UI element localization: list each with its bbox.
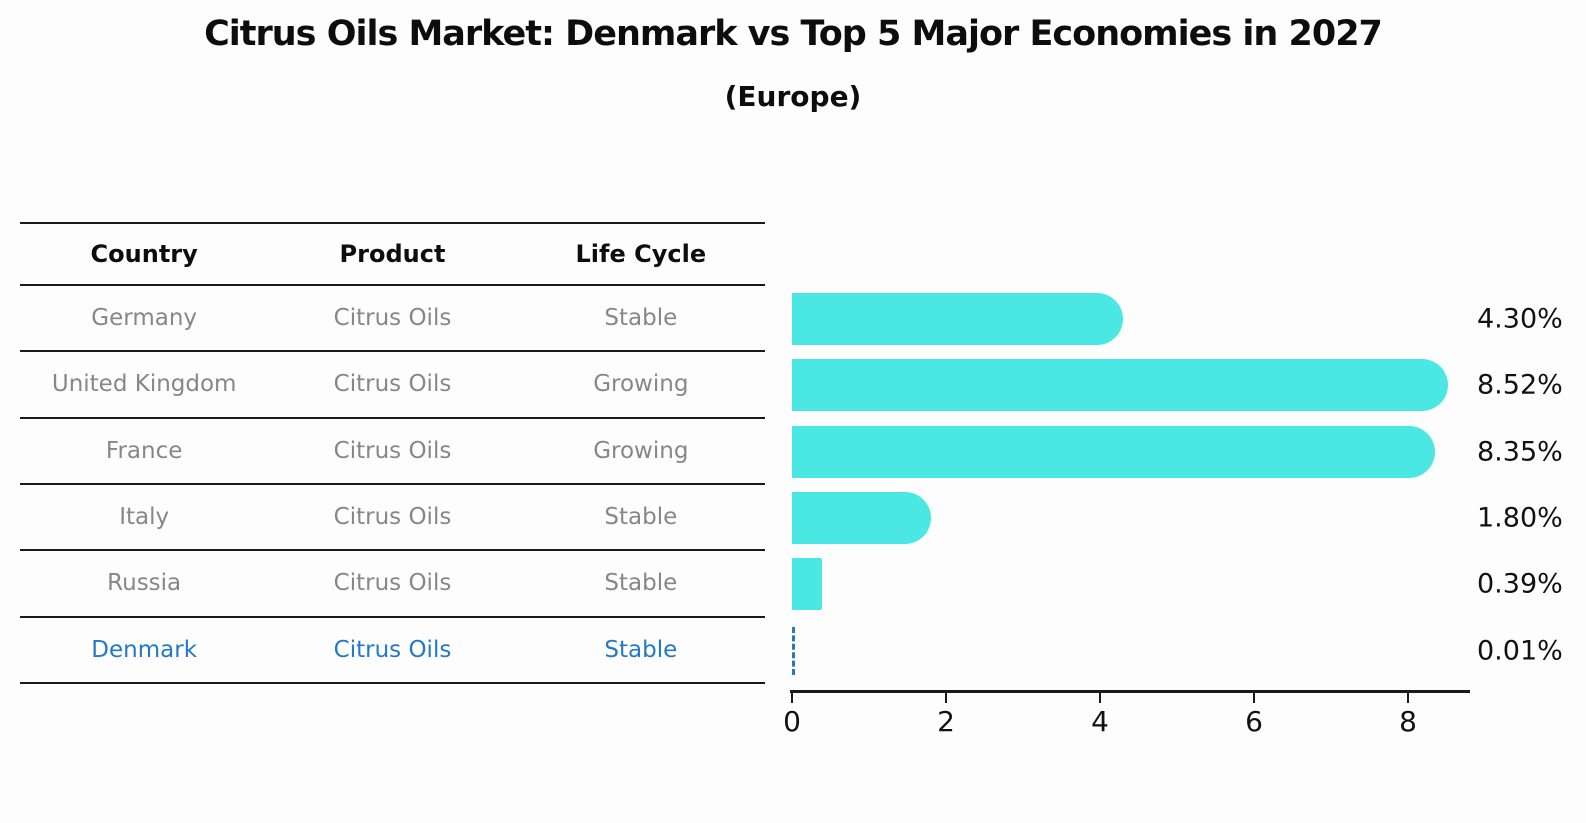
bar-row: 1.80% <box>792 485 1586 551</box>
market-share-bar <box>792 425 1435 478</box>
bar-value-label: 0.01% <box>1477 635 1563 667</box>
table-row: Italy Citrus Oils Stable <box>20 485 765 552</box>
table-row: Denmark Citrus Oils Stable <box>20 618 765 684</box>
x-axis-tick <box>1099 693 1101 703</box>
x-axis-tick-label: 0 <box>783 705 801 738</box>
x-axis-tick-label: 6 <box>1245 705 1263 738</box>
market-share-bar <box>792 558 823 611</box>
page-title: Citrus Oils Market: Denmark vs Top 5 Maj… <box>204 14 1383 54</box>
column-header-life-cycle: Life Cycle <box>575 240 707 268</box>
bar-row: 0.01% <box>792 618 1586 684</box>
table-cell-life-cycle: Stable <box>604 636 678 663</box>
bar-value-label: 8.35% <box>1477 436 1563 468</box>
table-row: Russia Citrus Oils Stable <box>20 551 765 618</box>
table-cell-product: Citrus Oils <box>333 371 452 398</box>
table-cell-life-cycle: Stable <box>604 504 678 531</box>
table-cell-country: Russia <box>107 570 182 597</box>
bar-value-label: 0.39% <box>1477 568 1563 600</box>
x-axis-tick-label: 8 <box>1399 705 1417 738</box>
table-cell-product: Citrus Oils <box>333 570 452 597</box>
market-share-bar <box>792 626 795 675</box>
bar-value-label: 8.52% <box>1477 369 1563 401</box>
x-axis-tick <box>1407 693 1409 703</box>
table-cell-life-cycle: Growing <box>593 437 689 464</box>
table-cell-product: Citrus Oils <box>333 504 452 531</box>
table-row: France Citrus Oils Growing <box>20 419 765 485</box>
market-share-bar <box>792 293 1124 345</box>
bar-row: 8.35% <box>792 419 1586 485</box>
bar-row: 0.39% <box>792 551 1586 617</box>
table-cell-product: Citrus Oils <box>333 305 452 332</box>
table-row: Germany Citrus Oils Stable <box>20 286 765 353</box>
market-share-bar <box>792 491 931 544</box>
x-axis: 0 2 4 6 8 <box>783 690 1470 740</box>
table-cell-country: Denmark <box>91 636 198 663</box>
x-axis-tick-label: 2 <box>937 705 955 738</box>
table-cell-life-cycle: Growing <box>593 371 689 398</box>
bar-row: 8.52% <box>792 352 1586 418</box>
table-cell-life-cycle: Stable <box>604 570 678 597</box>
table-body: Germany Citrus Oils Stable United Kingdo… <box>20 286 765 684</box>
x-axis-tick <box>1253 693 1255 703</box>
table-cell-country: United Kingdom <box>51 371 237 398</box>
x-axis-tick <box>791 693 793 703</box>
bar-value-label: 4.30% <box>1477 303 1563 335</box>
table-row: United Kingdom Citrus Oils Growing <box>20 352 765 419</box>
bar-value-label: 1.80% <box>1477 502 1563 534</box>
country-info-table: Country Product Life Cycle Germany Citru… <box>20 222 765 684</box>
column-header-country: Country <box>90 240 198 268</box>
table-cell-product: Citrus Oils <box>333 437 452 464</box>
page-subtitle: (Europe) <box>724 80 862 113</box>
table-cell-country: France <box>105 437 183 464</box>
bar-row: 4.30% <box>792 286 1586 352</box>
table-cell-life-cycle: Stable <box>604 305 678 332</box>
table-header-row: Country Product Life Cycle <box>20 224 765 286</box>
x-axis-tick-label: 4 <box>1091 705 1109 738</box>
table-cell-country: Germany <box>91 305 198 332</box>
market-share-bar <box>792 359 1449 412</box>
table-cell-product: Citrus Oils <box>333 636 452 663</box>
table-cell-country: Italy <box>119 504 170 531</box>
x-axis-tick <box>945 693 947 703</box>
bar-chart-area: 4.30% 8.52% 8.35% 1.80% 0.39% 0.01% <box>792 286 1586 684</box>
column-header-product: Product <box>339 240 446 268</box>
